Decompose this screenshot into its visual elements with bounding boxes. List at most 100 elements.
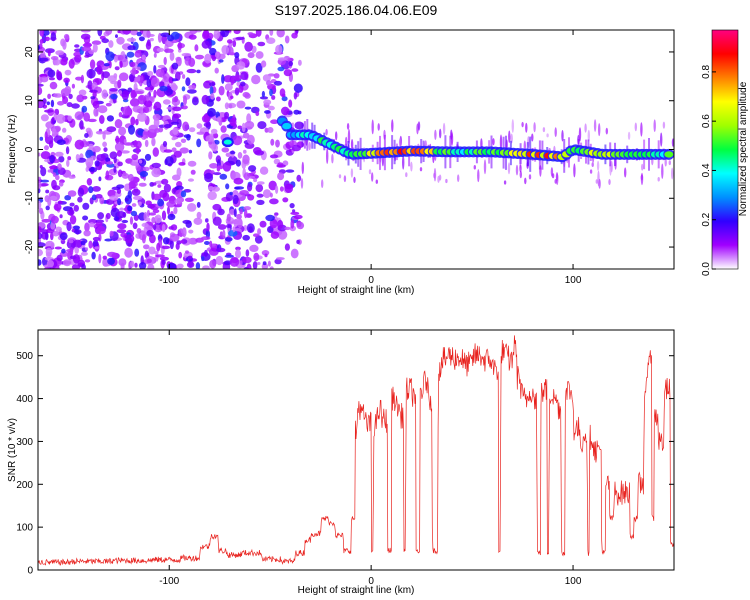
noise-blob (162, 237, 170, 245)
noise-blob (64, 85, 72, 95)
noise-blob (96, 154, 107, 161)
noise-blob (44, 145, 49, 151)
noise-blob (153, 117, 160, 128)
noise-blob (154, 128, 160, 133)
noise-blob (196, 123, 203, 129)
noise-blob (269, 198, 279, 205)
snr-x-tick-label: 100 (565, 576, 582, 587)
noise-blob (41, 218, 51, 223)
noise-blob (59, 232, 68, 241)
noise-streak (598, 178, 601, 189)
noise-blob (123, 138, 127, 144)
noise-blob (181, 105, 188, 110)
noise-blob (252, 261, 258, 269)
noise-blob (214, 67, 219, 74)
noise-blob (96, 225, 106, 235)
noise-blob (102, 71, 110, 79)
noise-blob (120, 150, 130, 154)
noise-blob (39, 165, 43, 169)
noise-streak (321, 179, 324, 189)
noise-blob (97, 105, 108, 114)
snr-y-tick-label: 200 (16, 480, 33, 491)
noise-blob (148, 212, 157, 216)
noise-blob (209, 133, 214, 140)
noise-blob (220, 125, 227, 133)
noise-blob (136, 228, 142, 234)
noise-blob (233, 74, 242, 82)
noise-blob (38, 226, 42, 234)
noise-blob (204, 241, 210, 245)
noise-blob (129, 61, 136, 67)
noise-blob (175, 141, 182, 148)
noise-blob (56, 254, 63, 262)
noise-blob (138, 182, 147, 187)
noise-blob (270, 231, 280, 239)
noise-blob (75, 76, 83, 81)
noise-blob (146, 78, 151, 88)
noise-blob (105, 102, 112, 107)
noise-blob (298, 59, 302, 66)
noise-blob (38, 181, 42, 190)
noise-blob (61, 127, 67, 133)
noise-blob (201, 40, 210, 49)
noise-blob (161, 223, 166, 233)
noise-blob (86, 68, 96, 79)
noise-blob (270, 119, 279, 124)
noise-blob (261, 250, 270, 256)
noise-blob (132, 105, 143, 113)
noise-blob (182, 121, 190, 132)
noise-blob (204, 172, 214, 183)
spectrogram-y-tick-label: 10 (24, 95, 35, 107)
noise-blob (89, 59, 96, 70)
noise-blob (164, 48, 174, 53)
noise-blob (156, 47, 165, 53)
noise-blob (58, 181, 64, 187)
noise-blob (50, 31, 57, 42)
noise-blob (153, 101, 162, 111)
noise-blob (113, 216, 120, 221)
snr-y-axis-label: SNR (10 * v/v) (7, 418, 18, 482)
noise-blob (209, 86, 214, 95)
colorbar-tick-label: 0.2 (701, 212, 712, 226)
noise-streak (437, 175, 440, 183)
noise-blob (56, 139, 66, 145)
noise-blob (146, 30, 151, 39)
noise-blob (228, 103, 233, 109)
noise-blob (285, 169, 295, 173)
noise-blob (167, 262, 177, 269)
noise-blob (103, 147, 108, 153)
noise-blob (211, 143, 219, 152)
noise-blob (95, 221, 103, 227)
tone-pulse (664, 151, 674, 158)
noise-blob (291, 68, 299, 72)
noise-blob (256, 193, 264, 198)
colorbar-label: Normalized spectral amplitude (738, 81, 749, 216)
spectrogram-y-axis-label: Frequency (Hz) (7, 115, 18, 184)
noise-blob (174, 95, 179, 103)
spectrogram-x-tick-label: 100 (565, 275, 582, 286)
noise-blob (80, 33, 91, 40)
noise-blob (118, 126, 127, 136)
noise-blob (74, 111, 84, 121)
noise-streak (300, 178, 304, 189)
snr-y-tick-label: 300 (16, 437, 33, 448)
noise-blob (124, 247, 133, 258)
noise-blob (235, 36, 245, 41)
noise-blob (121, 219, 129, 224)
noise-streak (531, 133, 534, 142)
noise-blob (45, 247, 53, 257)
noise-blob (296, 174, 302, 182)
noise-blob (227, 46, 234, 56)
noise-blob (98, 253, 102, 264)
noise-blob (233, 177, 244, 185)
noise-blob (47, 197, 52, 207)
noise-blob (271, 95, 276, 100)
noise-blob (38, 176, 41, 181)
noise-blob (247, 52, 255, 59)
noise-blob (215, 247, 226, 253)
colorbar-tick-label: 0.8 (701, 64, 712, 78)
noise-blob (229, 117, 237, 127)
noise-blob (259, 96, 269, 100)
noise-streak (528, 174, 532, 180)
noise-streak (634, 122, 637, 132)
